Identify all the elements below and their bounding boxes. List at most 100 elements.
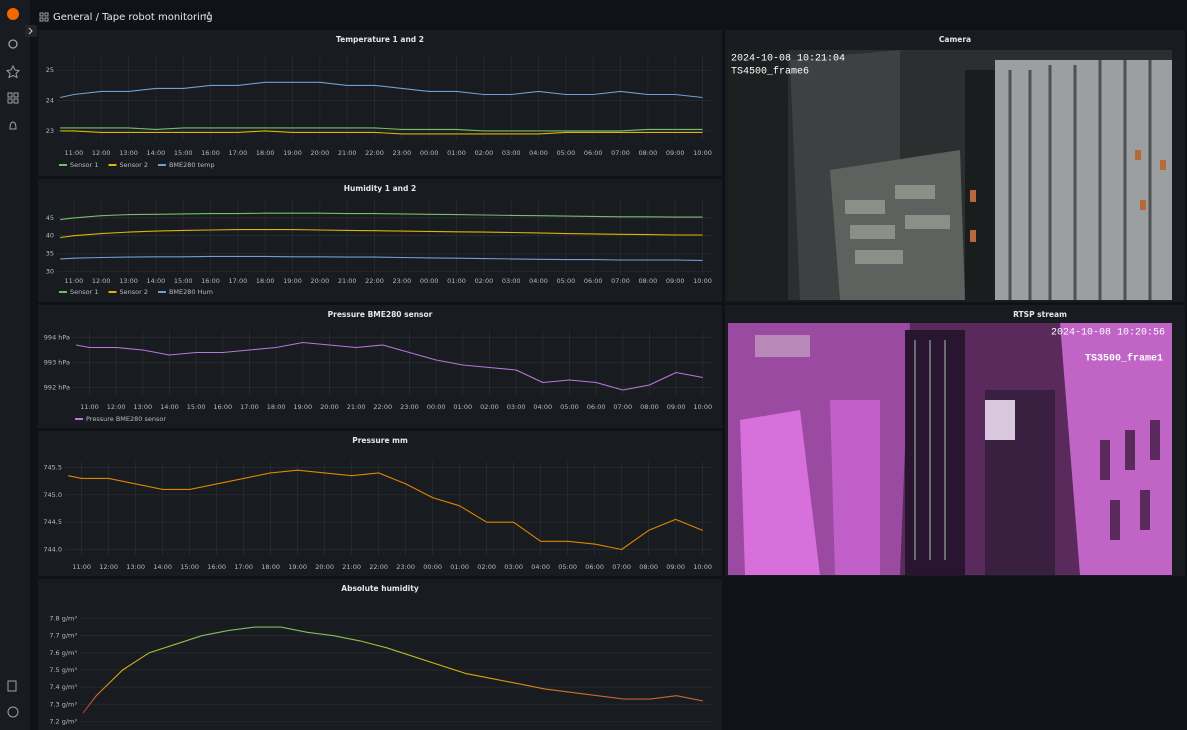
- panel-title[interactable]: RTSP stream: [1013, 310, 1067, 319]
- x-tick-label: 23:00: [400, 403, 419, 411]
- panel-title[interactable]: Pressure mm: [352, 436, 408, 445]
- y-tick-label: 992 hPa: [44, 384, 70, 392]
- camera-panel: RTSP stream 2024-10-08 10:20:56 TS3500_f…: [725, 305, 1185, 576]
- panel-title[interactable]: Humidity 1 and 2: [344, 184, 416, 193]
- panel-title[interactable]: Absolute humidity: [341, 584, 419, 593]
- y-tick-label: 7.5 g/m³: [49, 666, 77, 674]
- legend-label[interactable]: Pressure BME280 sensor: [86, 415, 166, 423]
- x-tick-label: 02:00: [474, 149, 493, 157]
- x-tick-label: 13:00: [119, 277, 138, 285]
- x-tick-label: 17:00: [240, 403, 259, 411]
- x-tick-label: 00:00: [423, 563, 442, 571]
- x-tick-label: 20:00: [320, 403, 339, 411]
- camera-timestamp: 2024-10-08 10:20:56: [1051, 328, 1165, 339]
- x-tick-label: 22:00: [365, 149, 384, 157]
- x-tick-label: 21:00: [347, 403, 366, 411]
- x-tick-label: 10:00: [693, 563, 712, 571]
- x-tick-label: 06:00: [587, 403, 606, 411]
- y-tick-label: 993 hPa: [44, 359, 70, 367]
- x-tick-label: 07:00: [611, 277, 630, 285]
- legend-label[interactable]: Sensor 1: [70, 161, 98, 169]
- x-tick-label: 20:00: [310, 149, 329, 157]
- y-tick-label: 7.2 g/m³: [49, 717, 77, 725]
- x-tick-label: 17:00: [234, 563, 253, 571]
- y-tick-label: 744.0: [43, 546, 62, 554]
- x-tick-label: 02:00: [480, 403, 499, 411]
- camera-timestamp: 2024-10-08 10:21:04: [731, 54, 845, 65]
- x-tick-label: 18:00: [261, 563, 280, 571]
- legend-label[interactable]: Sensor 2: [119, 161, 147, 169]
- x-tick-label: 11:00: [64, 149, 83, 157]
- legend-label[interactable]: BME280 Hum: [169, 288, 213, 296]
- x-tick-label: 12:00: [92, 277, 111, 285]
- x-tick-label: 03:00: [507, 403, 526, 411]
- x-tick-label: 14:00: [146, 277, 165, 285]
- sidebar: [0, 0, 30, 730]
- x-tick-label: 12:00: [99, 563, 118, 571]
- x-tick-label: 00:00: [420, 149, 439, 157]
- x-tick-label: 22:00: [365, 277, 384, 285]
- x-tick-label: 10:00: [693, 403, 712, 411]
- breadcrumb[interactable]: General / Tape robot monitoring: [53, 12, 213, 23]
- x-tick-label: 22:00: [369, 563, 388, 571]
- x-tick-label: 04:00: [529, 277, 548, 285]
- y-tick-label: 7.7 g/m³: [49, 632, 77, 640]
- x-tick-label: 08:00: [638, 149, 657, 157]
- x-tick-label: 22:00: [373, 403, 392, 411]
- x-tick-label: 03:00: [504, 563, 523, 571]
- x-tick-label: 00:00: [427, 403, 446, 411]
- x-tick-label: 01:00: [450, 563, 469, 571]
- y-tick-label: 7.3 g/m³: [49, 700, 77, 708]
- dashboard: General / Tape robot monitoring Camera 2…: [0, 0, 1187, 730]
- y-tick-label: 45: [46, 214, 54, 222]
- x-tick-label: 12:00: [92, 149, 111, 157]
- x-tick-label: 05:00: [556, 277, 575, 285]
- camera-label: TS4500_frame6: [731, 66, 809, 78]
- x-tick-label: 05:00: [556, 149, 575, 157]
- x-tick-label: 04:00: [529, 149, 548, 157]
- x-tick-label: 06:00: [584, 277, 603, 285]
- x-tick-label: 15:00: [174, 149, 193, 157]
- panel: [38, 579, 722, 730]
- x-tick-label: 07:00: [611, 149, 630, 157]
- panel-title[interactable]: Temperature 1 and 2: [336, 35, 424, 44]
- panel-title[interactable]: Pressure BME280 sensor: [328, 310, 433, 319]
- camera-image: [728, 50, 1172, 300]
- x-tick-label: 16:00: [213, 403, 232, 411]
- x-tick-label: 11:00: [80, 403, 99, 411]
- camera-panel: Camera 2024-10-08 10:21:04 TS4500_frame6: [725, 30, 1185, 302]
- x-tick-label: 17:00: [228, 277, 247, 285]
- expand-button[interactable]: [25, 25, 37, 37]
- y-tick-label: 35: [46, 250, 54, 258]
- x-tick-label: 21:00: [342, 563, 361, 571]
- x-tick-label: 05:00: [560, 403, 579, 411]
- x-tick-label: 14:00: [153, 563, 172, 571]
- x-tick-label: 21:00: [338, 149, 357, 157]
- x-tick-label: 01:00: [453, 403, 472, 411]
- x-tick-label: 06:00: [585, 563, 604, 571]
- legend-label[interactable]: BME280 temp: [169, 161, 215, 169]
- y-tick-label: 745.5: [43, 463, 62, 471]
- legend-label[interactable]: Sensor 2: [119, 288, 147, 296]
- x-tick-label: 09:00: [666, 277, 685, 285]
- x-tick-label: 02:00: [474, 277, 493, 285]
- x-tick-label: 16:00: [201, 277, 220, 285]
- legend-label[interactable]: Sensor 1: [70, 288, 98, 296]
- x-tick-label: 19:00: [283, 149, 302, 157]
- x-tick-label: 07:00: [613, 403, 632, 411]
- x-tick-label: 19:00: [293, 403, 312, 411]
- x-tick-label: 08:00: [639, 563, 658, 571]
- x-tick-label: 13:00: [119, 149, 138, 157]
- panel-title[interactable]: Camera: [939, 35, 971, 44]
- x-tick-label: 11:00: [72, 563, 91, 571]
- x-tick-label: 20:00: [310, 277, 329, 285]
- x-tick-label: 13:00: [133, 403, 152, 411]
- x-tick-label: 05:00: [558, 563, 577, 571]
- logo[interactable]: [7, 8, 19, 20]
- y-tick-label: 24: [46, 97, 54, 105]
- x-tick-label: 02:00: [477, 563, 496, 571]
- x-tick-label: 18:00: [256, 149, 275, 157]
- chart-panel: Pressure BME280 sensor992 hPa993 hPa994 …: [38, 305, 722, 428]
